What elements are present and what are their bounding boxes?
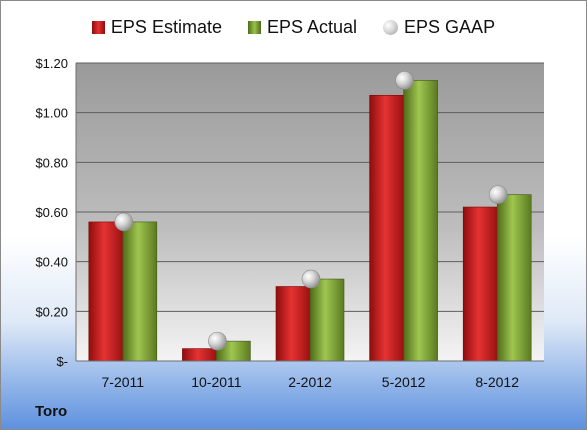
marker-eps-gaap [395, 71, 414, 90]
bar-eps-estimate [369, 94, 404, 362]
bar-eps-actual [496, 194, 532, 362]
legend-swatch-eps-actual [247, 21, 261, 34]
y-tick-label: $1.20 [35, 56, 68, 71]
x-tick-label: 8-2012 [475, 374, 519, 390]
y-tick-label: $0.40 [35, 255, 68, 270]
y-tick-label: $0.60 [35, 205, 68, 220]
legend-label-eps-gaap: EPS GAAP [404, 17, 496, 37]
marker-eps-gaap [208, 331, 227, 351]
marker-eps-gaap [488, 185, 508, 204]
bar-eps-estimate [182, 348, 217, 362]
x-tick-label: 5-2012 [382, 374, 426, 390]
bar-eps-estimate [88, 221, 124, 362]
bar-eps-actual [403, 80, 438, 362]
x-tick-label: 7-2011 [102, 374, 145, 390]
bar-eps-actual [309, 278, 345, 362]
x-tick-label: 2-2012 [288, 374, 332, 390]
legend: EPS Estimate EPS Actual EPS GAAP [1, 17, 586, 38]
marker-eps-gaap [301, 269, 321, 289]
legend-label-eps-estimate: EPS Estimate [110, 17, 222, 37]
x-tick-label: 10-2011 [191, 374, 242, 390]
company-name: Toro [35, 403, 68, 420]
legend-marker-eps-gaap [383, 20, 399, 35]
legend-item-eps-gaap: EPS GAAP [383, 17, 495, 38]
y-tick-label: $0.80 [35, 155, 68, 170]
legend-label-eps-actual: EPS Actual [266, 17, 358, 37]
bar-eps-actual [122, 221, 158, 362]
legend-item-eps-estimate: EPS Estimate [91, 17, 222, 38]
marker-eps-gaap [114, 212, 134, 232]
y-tick-label: $- [56, 354, 68, 369]
bar-eps-estimate [462, 206, 498, 362]
legend-item-eps-actual: EPS Actual [247, 17, 358, 38]
legend-swatch-eps-estimate [91, 21, 105, 34]
bar-eps-estimate [275, 286, 311, 362]
y-tick-label: $0.20 [35, 304, 68, 319]
y-tick-label: $1.00 [35, 106, 68, 121]
